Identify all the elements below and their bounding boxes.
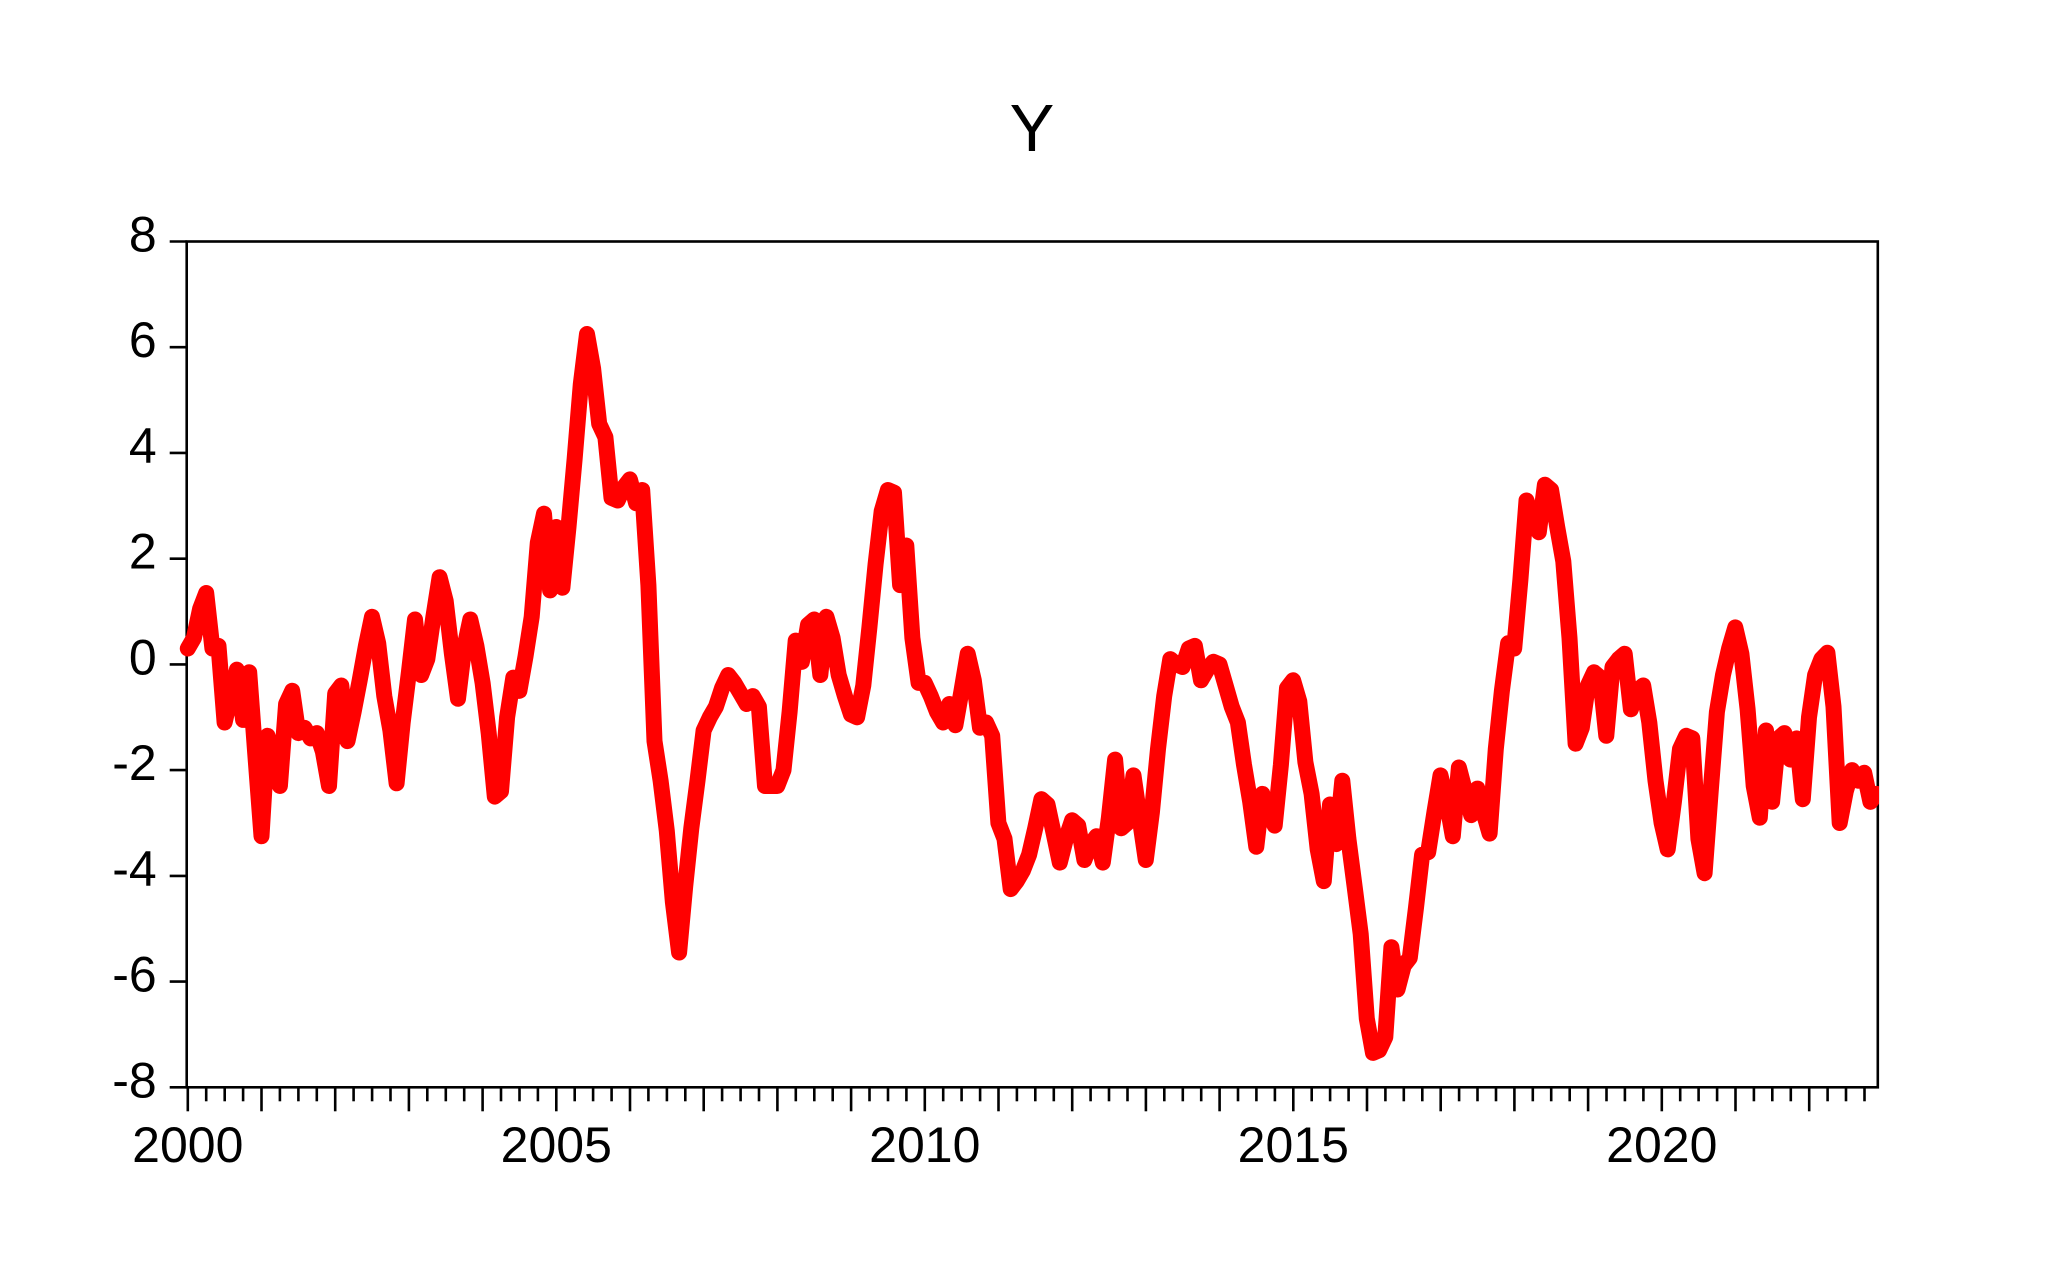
svg-text:Y: Y <box>1010 91 1055 166</box>
svg-text:2010: 2010 <box>869 1117 980 1173</box>
svg-text:0: 0 <box>129 629 157 685</box>
svg-text:2005: 2005 <box>501 1117 612 1173</box>
svg-text:2: 2 <box>129 524 157 580</box>
svg-text:6: 6 <box>129 312 157 368</box>
svg-text:2015: 2015 <box>1238 1117 1349 1173</box>
svg-text:4: 4 <box>129 418 157 474</box>
svg-text:-2: -2 <box>112 735 156 791</box>
svg-text:8: 8 <box>129 207 157 263</box>
svg-text:2000: 2000 <box>132 1117 243 1173</box>
svg-text:-8: -8 <box>112 1052 156 1108</box>
svg-text:2020: 2020 <box>1606 1117 1717 1173</box>
svg-text:-4: -4 <box>112 841 156 897</box>
svg-text:-6: -6 <box>112 947 156 1003</box>
